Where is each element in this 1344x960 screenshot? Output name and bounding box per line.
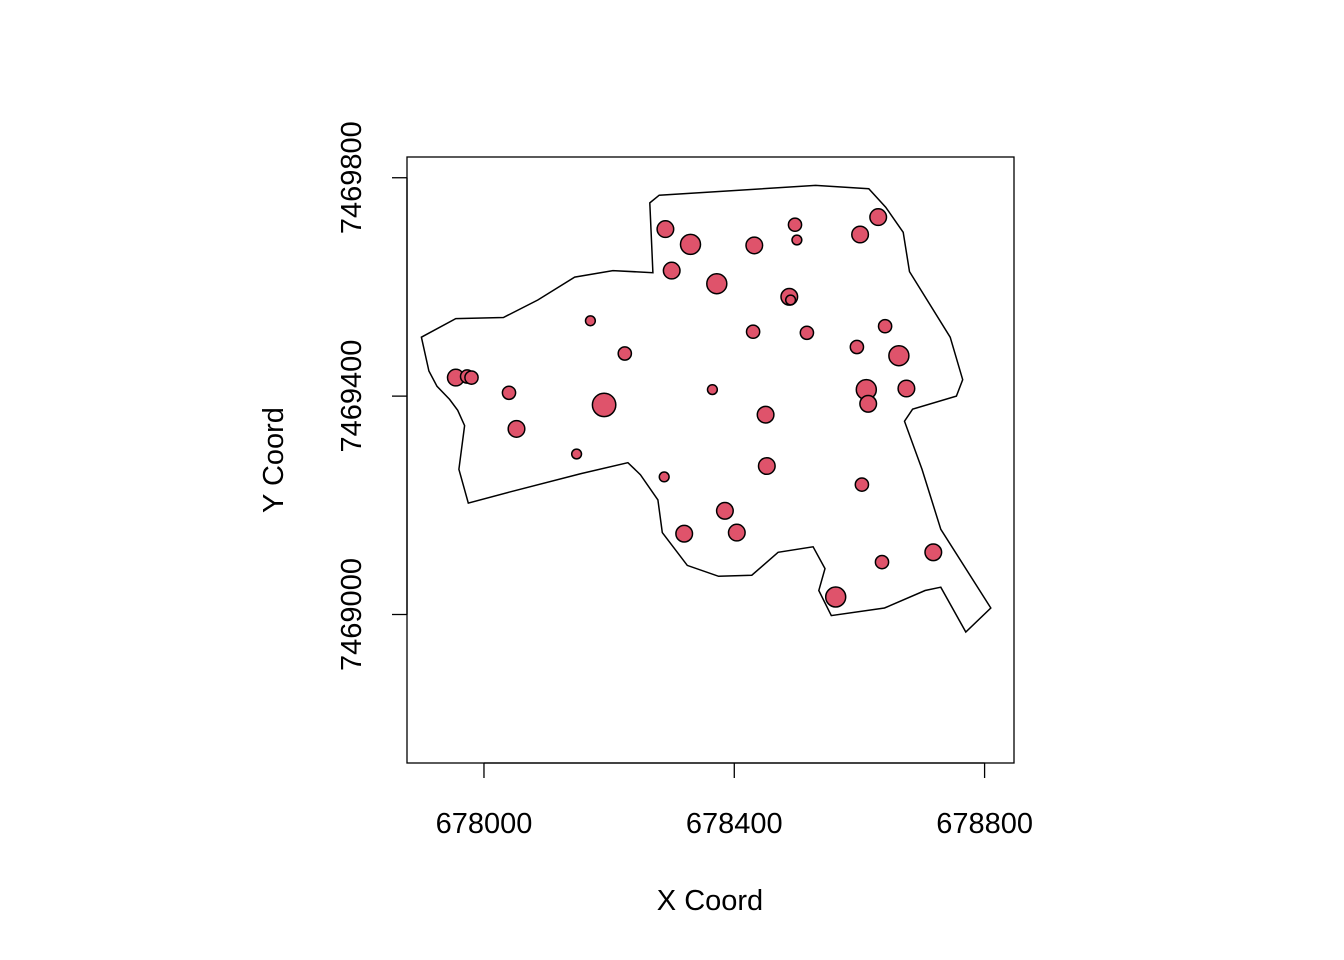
x-tick-label: 678000 — [436, 808, 533, 840]
data-point — [924, 543, 943, 562]
data-point — [679, 233, 702, 256]
data-point — [675, 524, 694, 543]
data-point — [464, 370, 479, 385]
data-point — [824, 586, 847, 608]
data-points-layer — [446, 208, 943, 608]
data-point — [877, 318, 893, 334]
data-point — [617, 346, 633, 361]
data-point — [757, 456, 776, 476]
data-point — [756, 405, 775, 424]
x-axis: 678000 678400 678800 — [436, 762, 1033, 840]
data-point — [745, 324, 761, 340]
data-point — [715, 501, 734, 520]
data-point — [507, 419, 526, 438]
data-point — [849, 339, 865, 355]
data-point — [570, 448, 583, 460]
data-point — [591, 392, 617, 418]
y-tick-label: 7469000 — [336, 558, 368, 671]
x-axis-label: X Coord — [657, 885, 763, 917]
y-tick-label: 7469800 — [336, 121, 368, 234]
x-tick-label: 678800 — [936, 808, 1033, 840]
y-axis-label: Y Coord — [258, 407, 290, 513]
data-point — [897, 379, 916, 398]
data-point — [791, 234, 803, 246]
data-point — [662, 261, 681, 280]
data-point — [584, 315, 597, 327]
data-point — [706, 383, 719, 396]
data-point — [784, 294, 797, 306]
y-tick-label: 7469400 — [336, 340, 368, 453]
data-point — [501, 385, 517, 401]
data-point — [658, 471, 670, 483]
study-area-boundary-layer — [420, 184, 992, 634]
data-point — [854, 477, 870, 492]
x-tick-label: 678400 — [686, 808, 783, 840]
data-point — [859, 394, 878, 413]
y-axis: 7469000 7469400 7469800 — [336, 121, 408, 671]
data-point — [888, 344, 910, 367]
data-point — [745, 236, 764, 255]
data-point — [656, 220, 675, 239]
study-area-boundary — [420, 184, 992, 634]
data-point — [851, 225, 870, 244]
plot-frame — [406, 156, 1015, 764]
data-point — [706, 272, 728, 295]
data-point — [787, 217, 803, 233]
data-point — [799, 325, 815, 341]
data-point — [869, 208, 888, 227]
data-point — [874, 554, 890, 570]
data-point — [727, 523, 746, 542]
